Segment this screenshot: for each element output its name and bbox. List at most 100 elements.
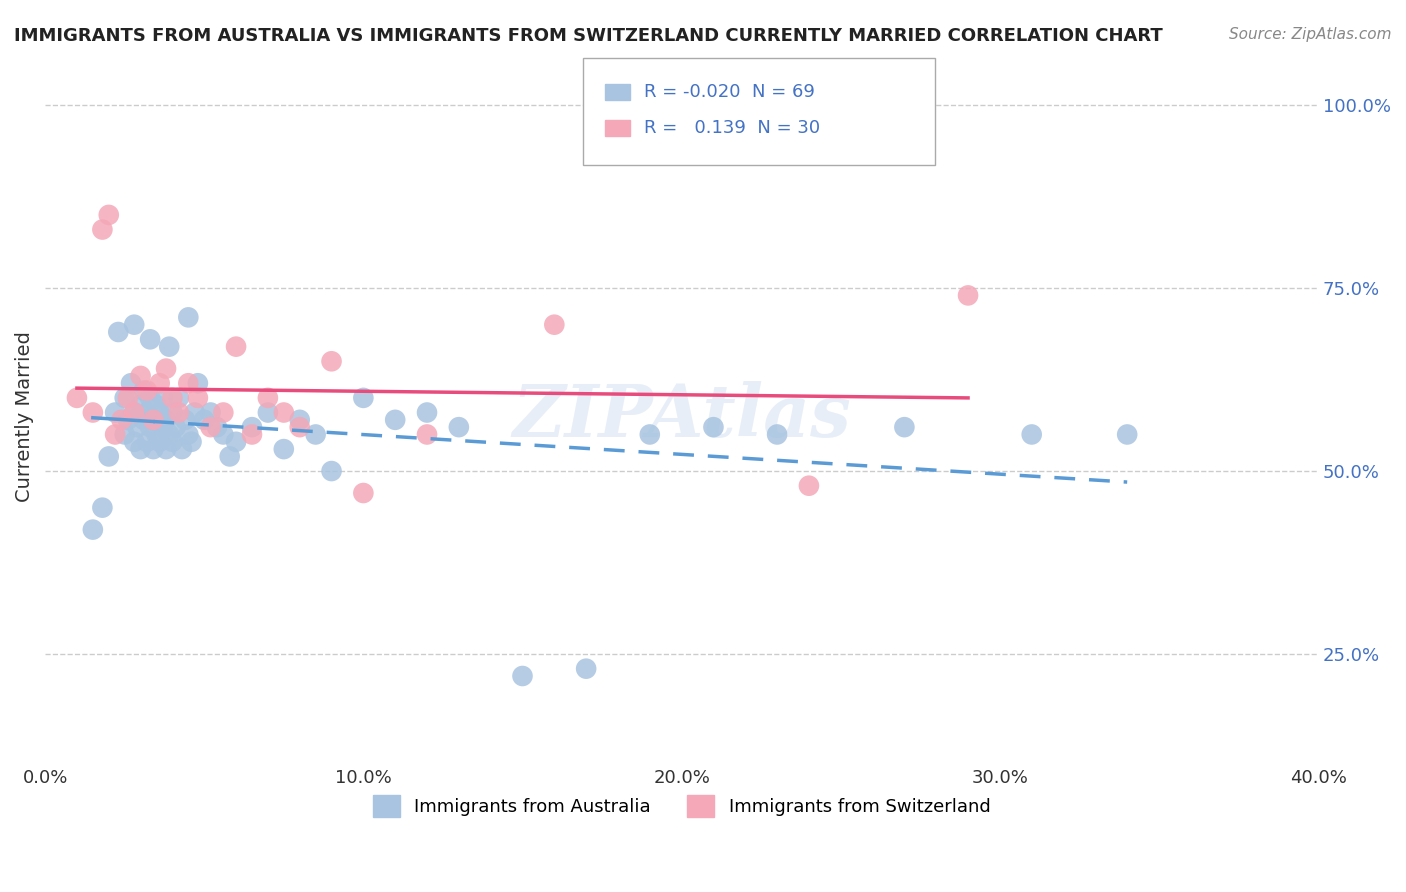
Point (177, 376, 200, 391)
Point (180, 434, 202, 449)
Point (97, 208, 120, 222)
Point (82, 523, 104, 537)
Point (152, 420, 174, 434)
Point (127, 420, 149, 434)
Point (240, 427, 263, 442)
Point (162, 434, 184, 449)
Point (139, 420, 162, 434)
Point (142, 442, 165, 456)
Point (218, 450, 240, 464)
Point (136, 384, 159, 398)
Point (512, 669, 534, 683)
Point (797, 479, 820, 493)
Point (957, 288, 980, 302)
Point (145, 427, 167, 442)
Point (1116, 427, 1139, 442)
Point (447, 420, 470, 434)
Point (114, 427, 136, 442)
Text: R =   0.139  N = 30: R = 0.139 N = 30 (644, 119, 820, 136)
Point (543, 318, 565, 332)
Point (321, 354, 343, 368)
Point (200, 420, 222, 434)
Point (177, 310, 200, 325)
Point (167, 391, 190, 405)
Point (225, 434, 247, 449)
Point (187, 391, 209, 405)
Point (1021, 427, 1043, 442)
Point (110, 413, 132, 427)
Point (167, 405, 190, 419)
Point (149, 405, 172, 419)
Point (273, 442, 295, 456)
Point (257, 391, 280, 405)
Point (132, 384, 155, 398)
Point (122, 434, 145, 449)
Point (104, 405, 127, 419)
Point (152, 391, 174, 405)
Point (149, 376, 172, 391)
Point (575, 662, 598, 676)
Point (321, 464, 343, 478)
Point (304, 427, 326, 442)
Point (162, 391, 184, 405)
Point (155, 413, 177, 427)
Point (122, 405, 145, 419)
Point (212, 405, 235, 419)
Point (139, 332, 162, 346)
Y-axis label: Currently Married: Currently Married (15, 331, 34, 501)
Point (893, 420, 915, 434)
Point (155, 361, 177, 376)
Point (107, 325, 129, 339)
Point (212, 427, 235, 442)
Point (702, 420, 724, 434)
Point (416, 405, 439, 419)
Point (132, 413, 155, 427)
Point (638, 427, 661, 442)
Point (104, 427, 127, 442)
Point (225, 340, 247, 354)
Point (136, 434, 159, 449)
Point (97, 450, 120, 464)
Point (170, 442, 193, 456)
Point (120, 376, 142, 391)
Point (205, 420, 228, 434)
Point (149, 434, 172, 449)
Point (142, 413, 165, 427)
Point (117, 391, 139, 405)
Point (136, 405, 159, 419)
Text: ZIPAtlas: ZIPAtlas (512, 381, 851, 451)
Point (142, 413, 165, 427)
Text: IMMIGRANTS FROM AUSTRALIA VS IMMIGRANTS FROM SWITZERLAND CURRENTLY MARRIED CORRE: IMMIGRANTS FROM AUSTRALIA VS IMMIGRANTS … (14, 27, 1163, 45)
Point (129, 398, 152, 412)
Point (352, 486, 374, 500)
Point (165, 420, 187, 434)
Point (257, 405, 280, 419)
Point (177, 427, 200, 442)
Point (288, 420, 311, 434)
Point (193, 413, 215, 427)
Point (122, 405, 145, 419)
Point (91, 500, 114, 515)
Point (139, 391, 162, 405)
Point (66, 391, 89, 405)
Text: Source: ZipAtlas.com: Source: ZipAtlas.com (1229, 27, 1392, 42)
Point (122, 318, 145, 332)
Point (82, 405, 104, 419)
Point (352, 391, 374, 405)
Point (174, 413, 197, 427)
Point (288, 413, 311, 427)
Text: R = -0.020  N = 69: R = -0.020 N = 69 (644, 83, 815, 101)
Point (145, 398, 167, 412)
Point (240, 420, 263, 434)
Point (155, 442, 177, 456)
Point (117, 413, 139, 427)
Point (200, 405, 222, 419)
Point (114, 391, 136, 405)
Point (273, 405, 295, 419)
Legend: Immigrants from Australia, Immigrants from Switzerland: Immigrants from Australia, Immigrants fr… (366, 788, 998, 824)
Point (129, 442, 152, 456)
Point (157, 340, 180, 354)
Point (91, 222, 114, 236)
Point (384, 413, 406, 427)
Point (766, 427, 789, 442)
